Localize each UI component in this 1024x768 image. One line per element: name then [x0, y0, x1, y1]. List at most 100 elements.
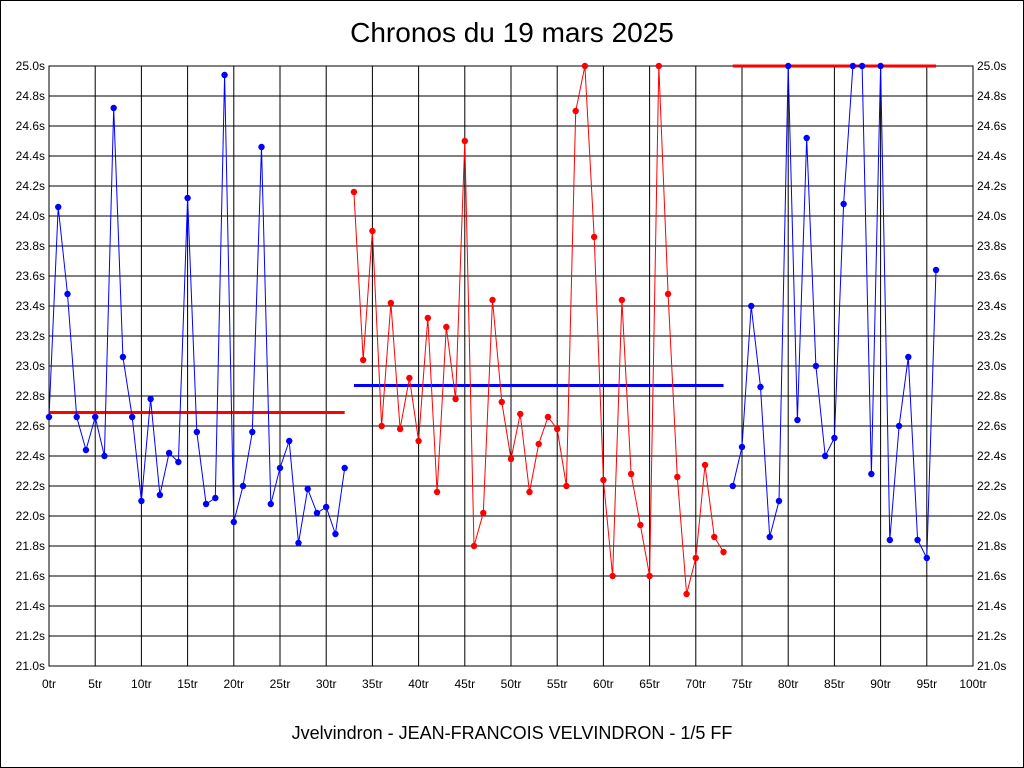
data-point	[433, 488, 441, 496]
x-tick-label: 100tr	[959, 677, 986, 691]
data-point	[932, 266, 940, 274]
y-tick-label-right: 24.6s	[977, 119, 1006, 133]
data-point	[128, 413, 136, 421]
data-point	[609, 572, 616, 580]
y-tick-label-right: 21.4s	[977, 599, 1006, 613]
y-tick-label-right: 21.8s	[977, 539, 1006, 553]
data-point	[313, 509, 321, 517]
chart-footer: Jvelvindron - JEAN-FRANCOIS VELVINDRON -…	[292, 723, 733, 743]
y-tick-label-left: 21.0s	[16, 659, 45, 673]
data-point	[794, 416, 801, 424]
data-point	[230, 518, 237, 526]
y-tick-label-right: 22.6s	[977, 419, 1006, 433]
data-point	[821, 452, 829, 460]
y-tick-label-left: 24.0s	[16, 209, 45, 223]
series-group	[350, 62, 727, 598]
x-tick-label: 60tr	[593, 677, 614, 691]
data-point	[914, 536, 921, 544]
data-point	[590, 233, 598, 241]
y-tick-label-left: 23.6s	[16, 269, 45, 283]
y-tick-label-left: 24.8s	[16, 89, 45, 103]
data-point	[73, 413, 80, 421]
x-tick-label: 85tr	[824, 677, 845, 691]
x-tick-label: 25tr	[270, 677, 291, 691]
y-tick-label-right: 25.0s	[977, 59, 1006, 73]
data-point	[729, 482, 736, 490]
x-tick-label: 65tr	[639, 677, 660, 691]
data-point	[646, 572, 653, 580]
data-point	[517, 410, 524, 418]
data-point	[674, 473, 681, 481]
data-point	[443, 323, 450, 331]
y-tick-label-right: 23.0s	[977, 359, 1006, 373]
y-tick-label-right: 23.2s	[977, 329, 1006, 343]
data-point	[535, 440, 542, 448]
y-tick-label-left: 22.6s	[16, 419, 45, 433]
data-point	[775, 497, 783, 505]
x-tick-label: 70tr	[685, 677, 706, 691]
data-point	[627, 470, 635, 478]
x-tick-label: 0tr	[42, 677, 56, 691]
y-tick-label-left: 22.8s	[16, 389, 45, 403]
data-point	[572, 107, 579, 115]
data-point	[64, 290, 71, 298]
data-point	[452, 395, 459, 403]
y-tick-label-right: 21.2s	[977, 629, 1006, 643]
data-point	[369, 227, 376, 235]
data-point	[341, 464, 348, 472]
x-tick-label: 35tr	[362, 677, 383, 691]
data-point	[267, 500, 274, 508]
series	[45, 62, 940, 598]
y-tick-label-right: 21.0s	[977, 659, 1006, 673]
y-tick-label-left: 21.2s	[16, 629, 45, 643]
data-point	[766, 533, 773, 541]
y-tick-label-right: 21.6s	[977, 569, 1006, 583]
data-point	[803, 134, 810, 142]
y-tick-label-left: 21.6s	[16, 569, 45, 583]
y-tick-label-left: 23.0s	[16, 359, 45, 373]
y-tick-label-left: 22.2s	[16, 479, 45, 493]
data-point	[156, 491, 164, 499]
data-point	[470, 542, 478, 550]
series-line	[353, 65, 724, 595]
y-tick-label-right: 22.4s	[977, 449, 1006, 463]
data-point	[554, 425, 561, 433]
data-point	[212, 494, 219, 502]
data-point	[92, 413, 99, 421]
data-point	[831, 434, 838, 442]
data-point	[239, 482, 247, 490]
y-tick-label-left: 22.0s	[16, 509, 45, 523]
x-tick-label: 45tr	[454, 677, 475, 691]
data-point	[45, 413, 53, 421]
y-axis-right-labels: 21.0s 21.2s 21.4s 21.6s 21.8s 22.0s 22.2s 22.4s…	[977, 59, 1006, 673]
data-point	[387, 299, 395, 307]
data-point	[618, 296, 626, 304]
data-point	[757, 383, 764, 391]
data-point	[738, 443, 746, 451]
x-tick-label: 80tr	[778, 677, 799, 691]
data-point	[323, 503, 330, 511]
data-point	[840, 200, 847, 208]
data-point	[858, 62, 866, 70]
data-point	[480, 509, 487, 517]
data-point	[110, 104, 117, 112]
data-point	[461, 137, 468, 145]
y-axis-left-labels: 21.0s 21.2s 21.4s 21.6s 21.8s 22.0s 22.2s 22.4s…	[16, 59, 45, 673]
data-point	[812, 362, 820, 370]
data-point	[905, 353, 912, 361]
data-point	[202, 500, 210, 508]
data-point	[378, 422, 385, 430]
data-point	[692, 554, 699, 562]
x-tick-label: 20tr	[223, 677, 244, 691]
y-tick-label-right: 24.0s	[977, 209, 1006, 223]
series-group	[45, 71, 348, 547]
y-tick-label-right: 22.0s	[977, 509, 1006, 523]
x-tick-label: 30tr	[316, 677, 337, 691]
data-point	[82, 446, 90, 454]
y-tick-label-left: 25.0s	[16, 59, 45, 73]
data-point	[286, 437, 293, 445]
data-point	[600, 476, 607, 484]
data-point	[563, 482, 570, 490]
data-point	[424, 314, 432, 322]
x-tick-label: 15tr	[177, 677, 198, 691]
